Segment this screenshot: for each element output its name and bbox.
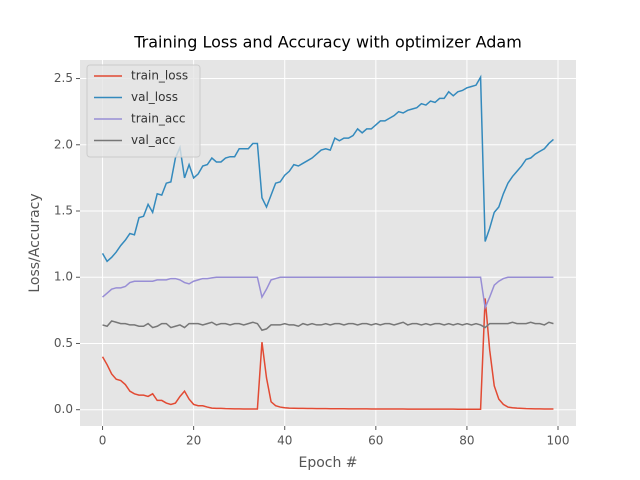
x-tick-label: 0 xyxy=(99,434,107,448)
y-tick-label: 2.5 xyxy=(54,71,73,85)
x-tick-label: 20 xyxy=(186,434,201,448)
series-line xyxy=(102,320,554,332)
legend-label: val_loss xyxy=(131,90,178,104)
legend-label: train_loss xyxy=(131,69,188,83)
legend-label: val_acc xyxy=(131,133,175,147)
x-tick-label: 60 xyxy=(368,434,383,448)
y-tick-label: 1.0 xyxy=(54,270,73,284)
legend-box xyxy=(86,64,201,158)
y-tick-label: 2.0 xyxy=(54,137,73,151)
chart-title: Training Loss and Accuracy with optimize… xyxy=(133,33,522,52)
y-tick-label: 1.5 xyxy=(54,204,73,218)
y-tick-label: 0.5 xyxy=(54,336,73,350)
x-tick-label: 80 xyxy=(459,434,474,448)
legend-label: train_acc xyxy=(131,112,185,126)
series-line xyxy=(101,298,554,411)
series-line xyxy=(102,276,554,311)
y-tick-label: 0.0 xyxy=(54,402,73,416)
x-tick-label: 100 xyxy=(547,434,570,448)
y-axis-label: Loss/Accuracy xyxy=(27,193,43,292)
x-axis-label: Epoch # xyxy=(298,455,357,471)
x-tick-label: 40 xyxy=(277,434,292,448)
